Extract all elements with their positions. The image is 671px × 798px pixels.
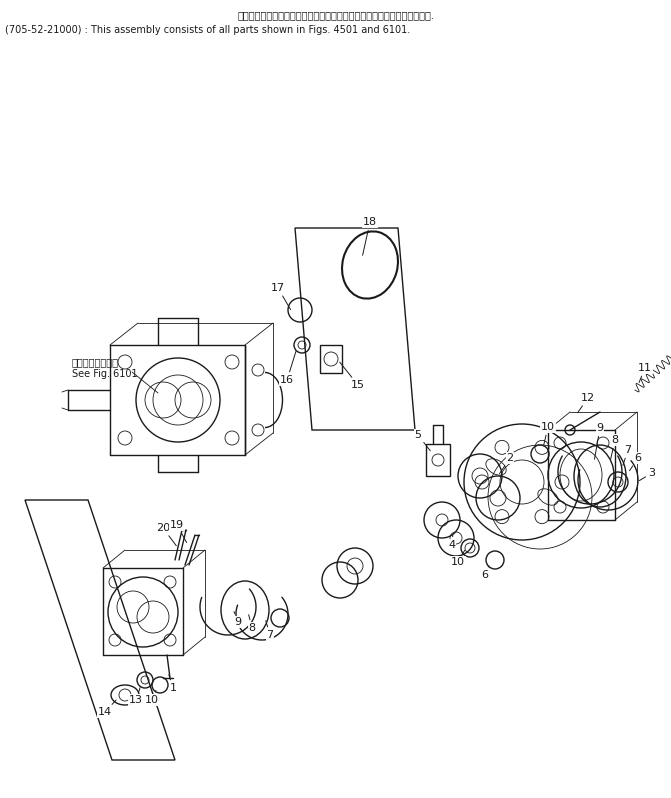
- Text: 10: 10: [541, 422, 555, 445]
- Text: 14: 14: [98, 700, 116, 717]
- Text: 8: 8: [611, 435, 619, 460]
- Text: 3: 3: [639, 468, 656, 480]
- Text: 4: 4: [448, 535, 456, 550]
- Text: 16: 16: [280, 350, 296, 385]
- Text: 15: 15: [340, 362, 365, 390]
- Text: 5: 5: [415, 430, 430, 451]
- Text: 2: 2: [499, 453, 513, 474]
- Text: 6: 6: [629, 453, 641, 471]
- Text: 7: 7: [623, 445, 631, 465]
- Text: 11: 11: [638, 363, 652, 382]
- Text: 9: 9: [595, 423, 603, 460]
- Text: 18: 18: [362, 217, 377, 255]
- Text: 13: 13: [129, 688, 143, 705]
- Text: See Fig. 6101: See Fig. 6101: [72, 369, 138, 379]
- Text: 17: 17: [271, 283, 291, 310]
- Text: 7: 7: [266, 621, 274, 640]
- Text: 10: 10: [145, 690, 159, 705]
- Text: 1: 1: [169, 674, 176, 693]
- Bar: [426, 444, 450, 476]
- Text: 8: 8: [248, 614, 256, 633]
- Text: このアセンブリの構成部品は第４５０１図および第６１０１図を含みます.: このアセンブリの構成部品は第４５０１図および第６１０１図を含みます.: [237, 10, 434, 20]
- Text: 6: 6: [482, 566, 489, 580]
- Text: 9: 9: [234, 611, 242, 627]
- Text: 20: 20: [156, 523, 176, 546]
- Text: 10: 10: [451, 551, 465, 567]
- Bar: [320, 345, 342, 373]
- Text: (705-52-21000) : This assembly consists of all parts shown in Figs. 4501 and 610: (705-52-21000) : This assembly consists …: [5, 25, 410, 35]
- Text: 19: 19: [170, 520, 187, 543]
- Text: 第６１０１図参照: 第６１０１図参照: [72, 357, 119, 367]
- Text: 12: 12: [578, 393, 595, 413]
